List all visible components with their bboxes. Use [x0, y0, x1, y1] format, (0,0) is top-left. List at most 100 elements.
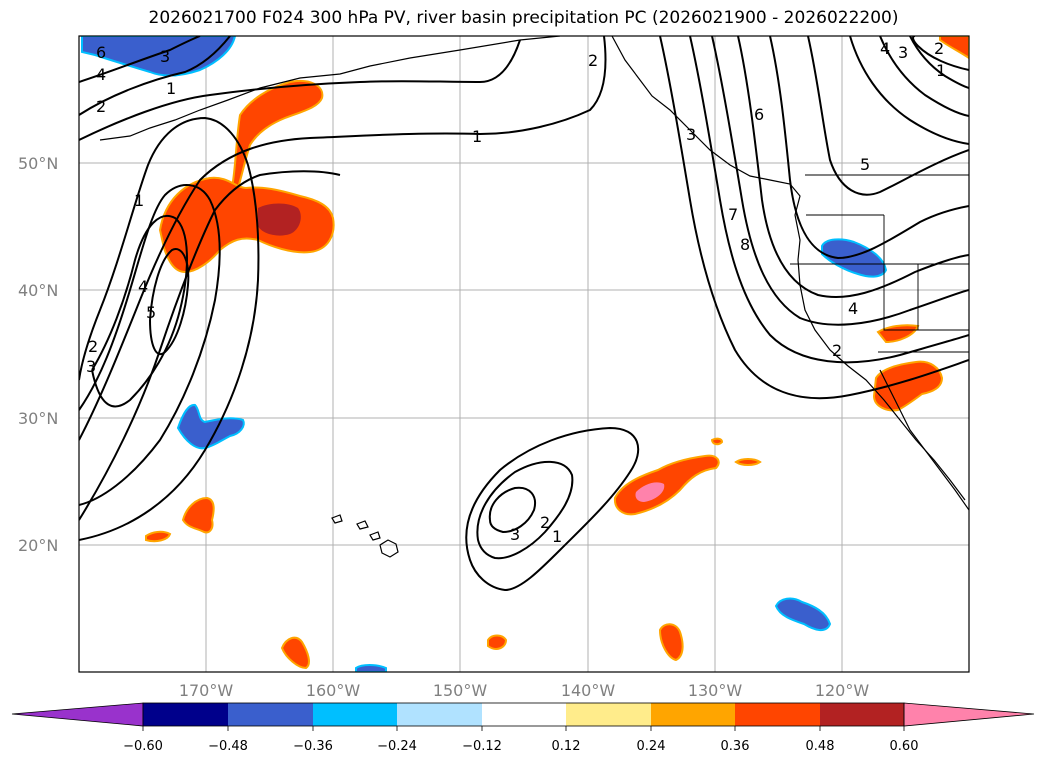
- lat-label-20n: 20°N: [18, 536, 58, 555]
- colorbar-extend-low: [11, 702, 144, 727]
- pv-contour-aleutian-1: [79, 39, 521, 141]
- lon-label-120w: 120°W: [815, 681, 870, 700]
- positive-anomaly-small-3: [280, 636, 310, 670]
- colorbar-ticks: [142, 726, 905, 731]
- contour-label-subtropic-1: 1: [552, 527, 562, 546]
- contour-label-east-8: 8: [740, 235, 750, 254]
- hawaii-kauai: [331, 514, 343, 524]
- contour-label-subtropic-3: 3: [510, 525, 520, 544]
- pv-contour-trough-core: [149, 248, 190, 355]
- colorbar-tick-label: −0.36: [293, 739, 333, 754]
- colorbar-bin-9: [820, 703, 904, 726]
- pv-contour-aleutian-2: [79, 36, 231, 116]
- colorbar-tick-label: −0.60: [123, 739, 163, 754]
- colorbar-extend-high: [903, 702, 1035, 727]
- state-border-2: [883, 215, 969, 331]
- positive-anomaly-small-2: [145, 530, 172, 543]
- pv-contour-east-trough-4: [737, 36, 969, 299]
- max-positive-core: [635, 482, 665, 502]
- colorbar-tick-label: −0.48: [208, 739, 248, 754]
- positive-anomaly-small-7: [710, 437, 724, 446]
- negative-anomaly-mexico: [774, 597, 832, 631]
- pv-contour-labels: 6 3 1 4 2 1 5 4 3 2 1 2 3 6 8 7 4 3 2 1 …: [86, 39, 946, 546]
- colorbar: −0.60 −0.48 −0.36 −0.24 −0.12 0.12 0.24 …: [11, 702, 1035, 754]
- lon-label-160w: 160°W: [306, 681, 361, 700]
- contour-label-trough-2: 2: [88, 337, 98, 356]
- pv-contour-ne-ridge-3: [909, 36, 969, 89]
- pv-contour-subtropic-2: [476, 460, 574, 560]
- contour-label-trough-5: 5: [146, 303, 156, 322]
- pv-contour-east-trough-2: [689, 36, 969, 364]
- pv-contour-subtropic-3: [488, 486, 536, 534]
- pv-contour-subtropic-1: [465, 426, 640, 592]
- pv-contour-ne-ridge-2: [879, 36, 969, 117]
- lat-label-40n: 40°N: [18, 281, 58, 300]
- longitude-labels: 170°W 160°W 150°W 140°W 130°W 120°W: [179, 681, 870, 700]
- pv-contour-ne-closed: [912, 36, 969, 71]
- contour-label-east-6: 6: [754, 105, 764, 124]
- pv-contour-ne-ridge-1: [849, 36, 969, 145]
- positive-anomaly-central-pacific: [158, 176, 335, 274]
- pv-contour-east-trough-6: [807, 36, 969, 196]
- alaska-aleutian-coast: [99, 36, 561, 141]
- colorbar-tick-label: 0.24: [637, 739, 666, 754]
- colorbar-bin-6: [566, 703, 651, 726]
- contour-label-west-1: 1: [134, 191, 144, 210]
- pv-contour-east-trough-5: [769, 36, 969, 260]
- baja-coast: [879, 369, 969, 511]
- positive-anomaly-small-5: [658, 623, 684, 662]
- negative-anomaly-subtropical-west: [176, 404, 245, 450]
- colorbar-tick-label: 0.48: [806, 739, 835, 754]
- negative-anomaly-nevada: [821, 238, 888, 278]
- contour-label-center-1: 1: [472, 127, 482, 146]
- colorbar-tick-label: 0.36: [721, 739, 750, 754]
- contour-label-east-3: 3: [686, 125, 696, 144]
- negative-anomaly-bottom: [355, 664, 387, 672]
- contour-label-ne-2: 2: [934, 39, 944, 58]
- colorbar-tick-label: 0.12: [552, 739, 581, 754]
- contour-label-south-2: 2: [832, 341, 842, 360]
- pv-contour-east-trough-1: [659, 36, 969, 400]
- positive-anomaly-small-6: [734, 458, 762, 466]
- contour-label-aleutian-3: 3: [160, 47, 170, 66]
- colorbar-bin-2: [228, 703, 313, 726]
- political-borders: [790, 174, 969, 353]
- pv-contour-aleutian-3: [79, 36, 201, 83]
- pv-contour-trough-2: [79, 184, 221, 506]
- contour-label-aleutian-2: 2: [96, 97, 106, 116]
- pv-contour-west-ridge-1: [79, 36, 607, 441]
- contour-label-aleutian-4: 4: [96, 65, 106, 84]
- lon-label-150w: 150°W: [433, 681, 488, 700]
- colorbar-tick-label: −0.24: [377, 739, 417, 754]
- contour-label-ne-4: 4: [880, 39, 890, 58]
- positive-anomaly-socal: [872, 360, 944, 412]
- map-title: 2026021700 F024 300 hPa PV, river basin …: [148, 8, 899, 28]
- contour-label-trough-4: 4: [138, 277, 148, 296]
- pv-contour-west-ridge-2: [79, 170, 341, 521]
- lat-label-50n: 50°N: [18, 154, 58, 173]
- lon-label-140w: 140°W: [561, 681, 616, 700]
- contour-label-south-4: 4: [848, 299, 858, 318]
- precip-anomaly-shading: [81, 36, 969, 672]
- map-area[interactable]: 6 3 1 4 2 1 5 4 3 2 1 2 3 6 8 7 4 3 2 1 …: [79, 36, 969, 672]
- contour-label-ne-3: 3: [898, 43, 908, 62]
- hawaii-big-island: [379, 539, 399, 558]
- strong-positive-core: [258, 203, 301, 236]
- contour-label-north-2: 2: [588, 51, 598, 70]
- colorbar-bin-3: [313, 703, 397, 726]
- contour-label-trough-3: 3: [86, 357, 96, 376]
- pv-contour-trough-3: [91, 215, 188, 408]
- colorbar-bin-1: [143, 703, 228, 726]
- lat-label-30n: 30°N: [18, 409, 58, 428]
- contour-label-east-5: 5: [860, 155, 870, 174]
- positive-anomaly-small-1: [181, 496, 215, 534]
- colorbar-bin-4: [397, 703, 482, 726]
- map-frame: [78, 35, 970, 673]
- pv-contour-east-trough-3: [711, 36, 969, 326]
- colorbar-tick-label: 0.60: [890, 739, 919, 754]
- contour-label-subtropic-2: 2: [540, 513, 550, 532]
- contour-label-aleutian-1: 1: [166, 79, 176, 98]
- contour-label-ne-1: 1: [936, 61, 946, 80]
- hawaii-oahu: [356, 520, 369, 530]
